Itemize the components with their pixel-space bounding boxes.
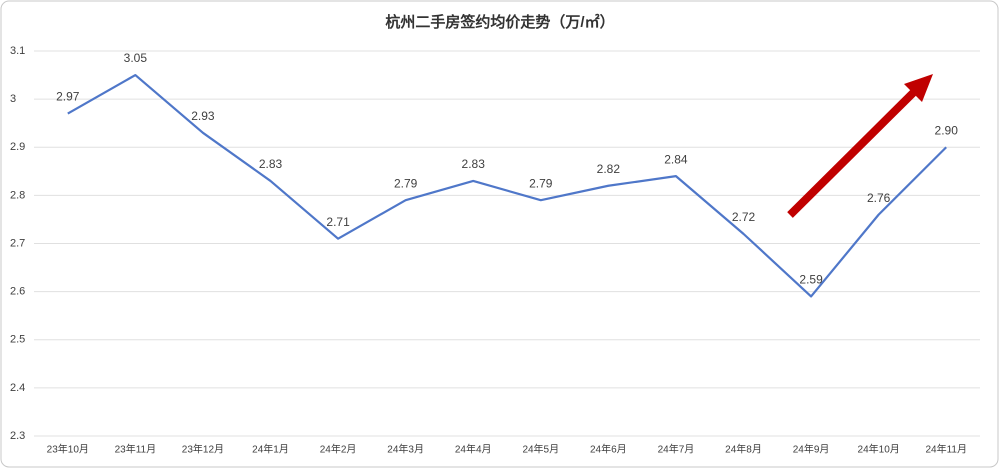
value-label: 2.76	[867, 191, 891, 205]
value-label: 3.05	[124, 51, 148, 65]
y-tick-label: 2.7	[10, 237, 25, 249]
y-tick-label: 2.9	[10, 141, 25, 153]
x-tick-label: 24年11月	[925, 443, 967, 456]
x-tick-label: 24年7月	[658, 443, 695, 456]
chart-title: 杭州二手房签约均价走势（万/㎡）	[385, 13, 614, 31]
x-tick-label: 24年2月	[320, 443, 357, 456]
y-tick-label: 3	[10, 93, 16, 105]
value-label: 2.97	[56, 90, 80, 104]
y-tick-label: 3.1	[10, 45, 25, 57]
x-tick-label: 23年10月	[47, 443, 89, 456]
series-line	[67, 73, 947, 298]
y-tick-label: 2.6	[10, 286, 25, 298]
value-label: 2.93	[191, 109, 215, 123]
x-tick-label: 24年8月	[725, 443, 762, 456]
value-label: 2.72	[732, 210, 756, 224]
value-label: 2.84	[664, 152, 688, 166]
arrow-head	[904, 74, 933, 102]
value-label: 2.90	[935, 123, 959, 137]
value-label: 2.71	[326, 215, 350, 229]
x-tick-label: 24年1月	[252, 443, 289, 456]
value-label: 2.83	[259, 157, 283, 171]
x-tick-label: 24年5月	[522, 443, 559, 456]
y-tick-label: 2.3	[10, 430, 25, 442]
value-label: 2.59	[799, 273, 823, 287]
value-label: 2.82	[597, 162, 621, 176]
x-tick-label: 24年4月	[455, 443, 492, 456]
arrow-shaft	[787, 87, 919, 218]
value-label: 2.79	[394, 176, 418, 190]
y-tick-label: 2.5	[10, 334, 25, 346]
x-tick-label: 24年6月	[590, 443, 627, 456]
x-tick-label: 23年12月	[182, 443, 224, 456]
value-label: 2.83	[462, 157, 486, 171]
x-tick-label: 24年3月	[387, 443, 424, 456]
y-tick-label: 2.4	[10, 382, 25, 394]
x-tick-label: 23年11月	[115, 443, 157, 456]
value-label: 2.79	[529, 176, 553, 190]
trend-arrow	[787, 74, 933, 218]
x-tick-label: 24年10月	[858, 443, 900, 456]
y-tick-label: 2.8	[10, 189, 25, 201]
x-tick-label: 24年9月	[793, 443, 830, 456]
